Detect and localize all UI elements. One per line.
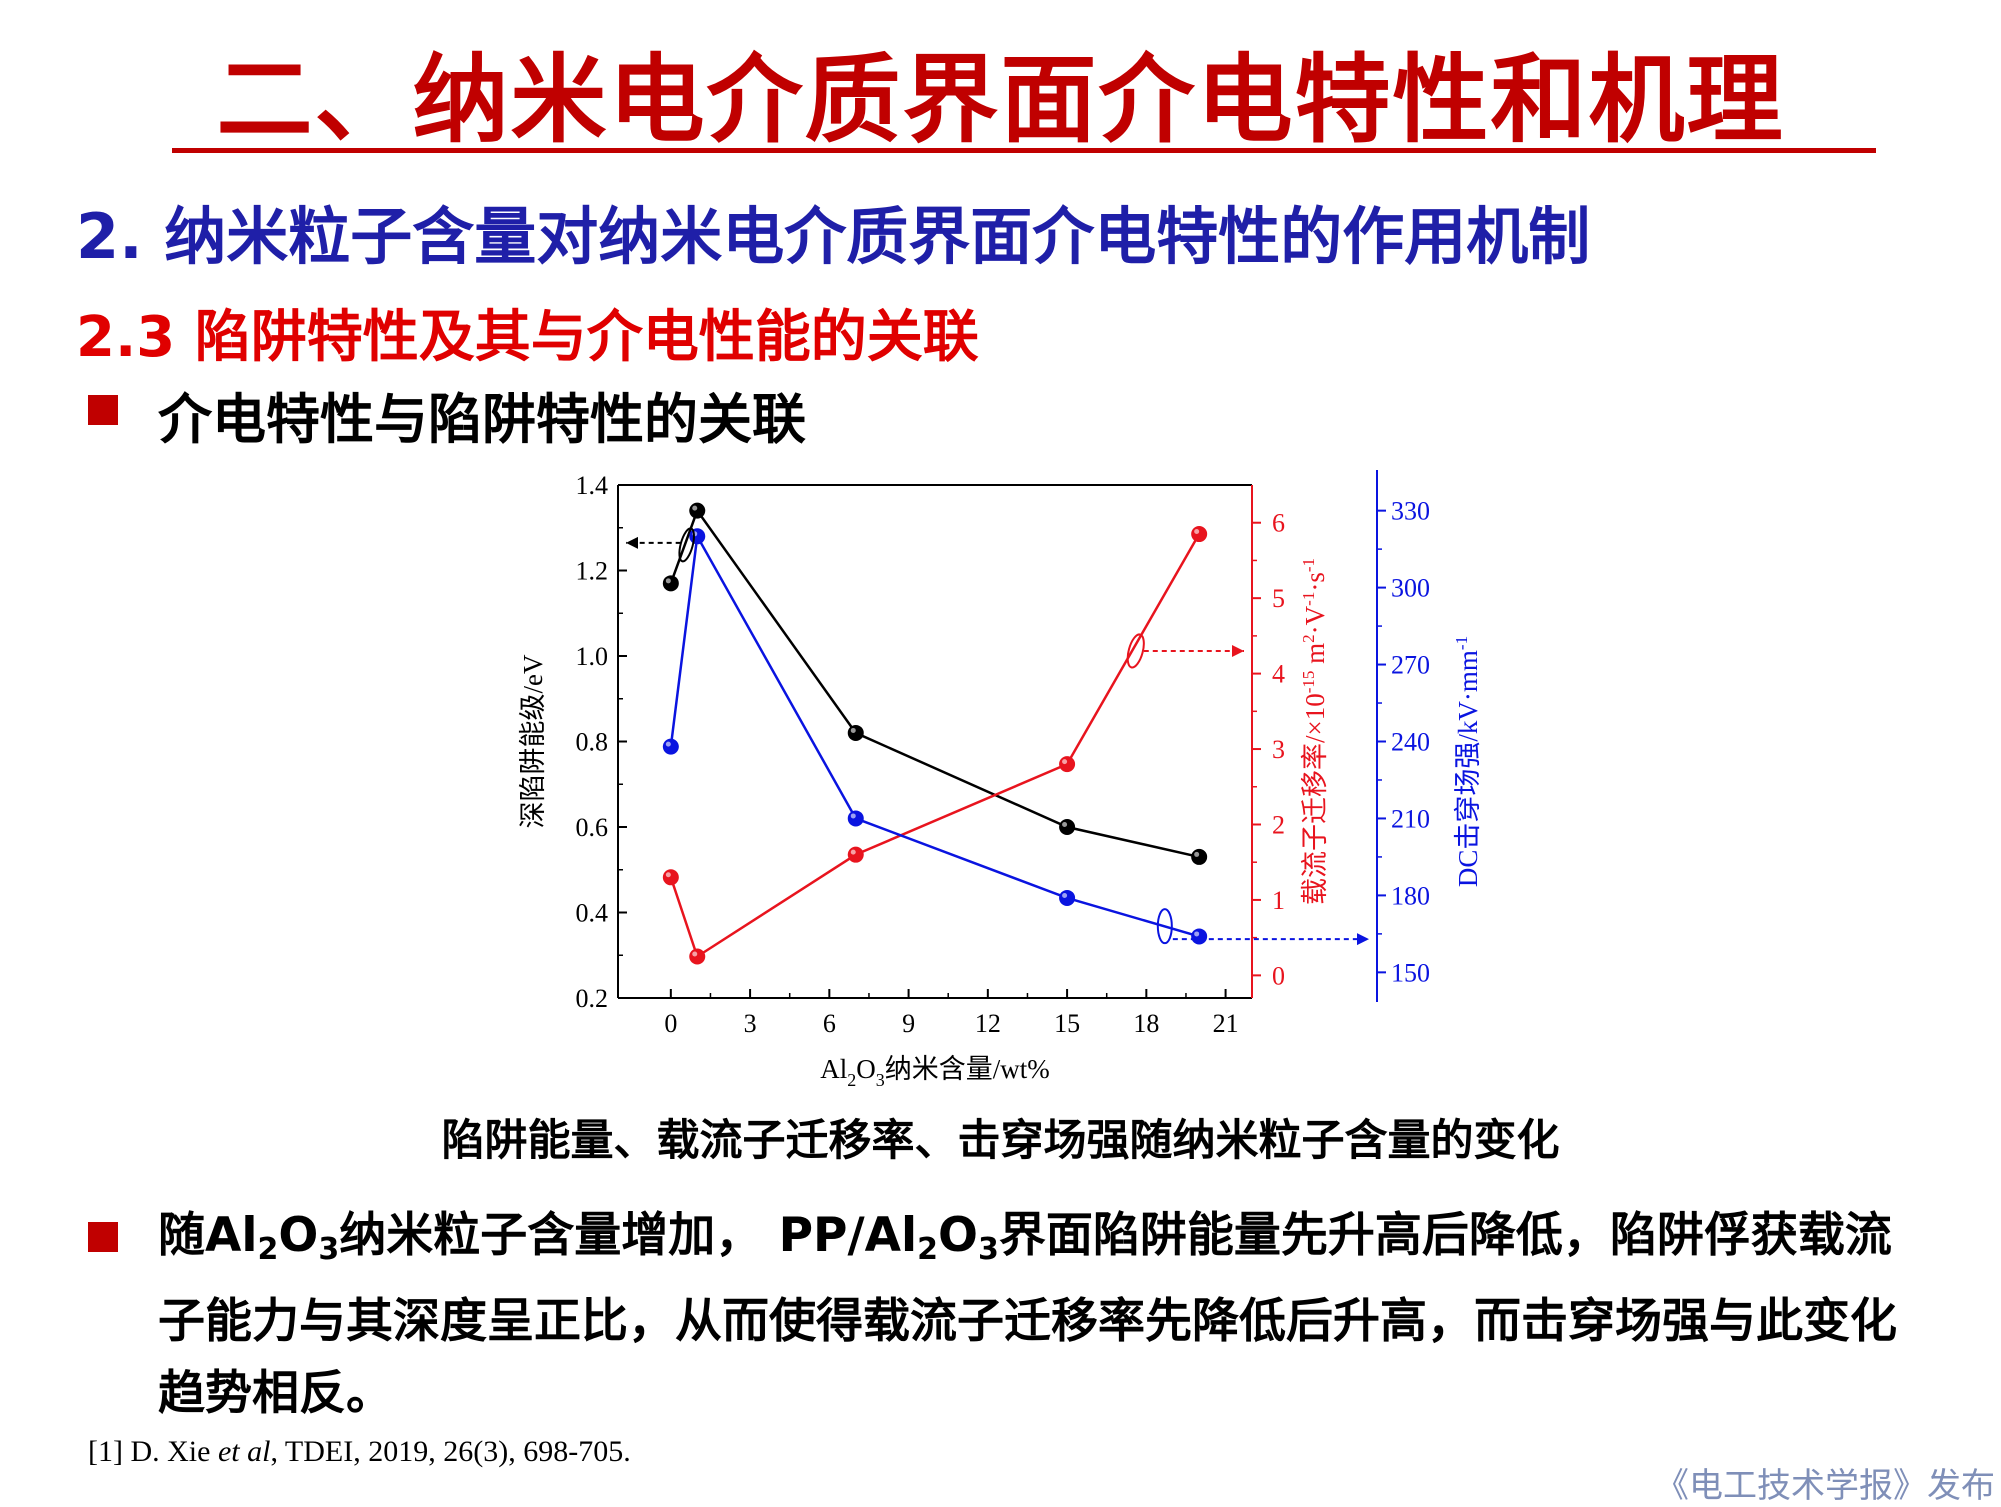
series-point-highlight	[1194, 851, 1200, 857]
breakdown-tick-label: 300	[1391, 574, 1430, 603]
series-point	[689, 502, 706, 519]
conclusion-subscript: 3	[318, 1232, 340, 1267]
subtitle: 2. 纳米粒子含量对纳米电介质界面介电特性的作用机制	[76, 200, 1591, 273]
left-tick-label: 0.6	[576, 813, 609, 842]
series-point	[689, 948, 706, 965]
x-tick-label: 3	[744, 1009, 757, 1038]
x-tick-label: 12	[975, 1009, 1001, 1038]
section-heading: 2.3 陷阱特性及其与介电性能的关联	[76, 305, 979, 370]
breakdown-tick-label: 330	[1391, 497, 1430, 526]
x-axis-label: Al2O3纳米含量/wt%	[820, 1054, 1050, 1090]
breakdown-tick-label: 210	[1391, 804, 1430, 833]
bullet-square-icon	[88, 1222, 118, 1252]
series-point-highlight	[850, 813, 856, 819]
series-point-highlight	[850, 727, 856, 733]
breakdown-tick-label: 270	[1391, 651, 1430, 680]
mobility-tick-label: 3	[1272, 735, 1285, 764]
series-point-highlight	[692, 505, 698, 511]
x-tick-label: 0	[664, 1009, 677, 1038]
mobility-tick-label: 2	[1272, 810, 1285, 839]
x-tick-label: 9	[902, 1009, 915, 1038]
mobility-tick-label: 0	[1272, 961, 1285, 990]
series-point	[847, 724, 864, 741]
x-tick-label: 21	[1213, 1009, 1239, 1038]
conclusion-text: O	[278, 1208, 319, 1263]
publisher-watermark: 《电工技术学报》发布	[1655, 1466, 1995, 1506]
conclusion-subscript: 2	[917, 1232, 939, 1267]
title-underline	[172, 148, 1876, 153]
x-tick-label: 6	[823, 1009, 836, 1038]
series-point	[662, 869, 679, 886]
series-point-highlight	[1062, 892, 1068, 898]
red-series-marker-ellipse	[1126, 633, 1145, 669]
left-axis-label: 深陷阱能级/eV	[518, 654, 548, 828]
conclusion-subscript: 2	[257, 1232, 279, 1267]
left-tick-label: 0.4	[576, 899, 609, 928]
arrowhead-icon	[1232, 644, 1244, 657]
series-line	[669, 532, 1200, 938]
series-point	[662, 738, 679, 755]
conclusion-text: O	[938, 1208, 978, 1263]
blue-series-marker-ellipse	[1156, 908, 1173, 945]
series-point	[1059, 756, 1076, 773]
black-series-marker-ellipse	[678, 527, 695, 563]
conclusion-text: 界面陷阱能量先升高后降低，陷阱俘获载流子能力与其深度呈正比，从而使得载流子迁移率…	[158, 1208, 1897, 1421]
series-point-highlight	[1062, 822, 1068, 827]
reference-source: , TDEI, 2019, 26(3), 698-705.	[270, 1435, 631, 1468]
series-point-highlight	[665, 578, 671, 584]
series-point	[689, 528, 706, 545]
series-point-highlight	[692, 951, 698, 957]
x-tick-label: 15	[1054, 1009, 1080, 1038]
series-point-highlight	[665, 741, 671, 747]
mobility-tick-label: 1	[1272, 886, 1285, 915]
conclusion-paragraph: 随Al2O3纳米粒子含量增加， PP/Al2O3界面陷阱能量先升高后降低，陷阱俘…	[158, 1200, 1938, 1430]
breakdown-tick-label: 240	[1391, 728, 1430, 757]
series-point	[1191, 928, 1208, 945]
left-tick-label: 1.0	[576, 642, 609, 671]
series-line	[669, 533, 1201, 959]
series-point-highlight	[1194, 931, 1200, 937]
series-point	[1191, 526, 1208, 543]
series-point	[847, 846, 864, 863]
series-line	[669, 507, 1200, 859]
conclusion-text: 纳米粒子含量增加， PP/Al	[339, 1208, 918, 1263]
figure-caption: 陷阱能量、载流子迁移率、击穿场强随纳米粒子含量的变化	[441, 1116, 1560, 1166]
series-point	[1191, 848, 1208, 865]
left-tick-label: 1.2	[576, 557, 609, 586]
breakdown-tick-label: 150	[1391, 958, 1430, 987]
slide-title: 二、纳米电介质界面介电特性和机理	[216, 44, 1785, 156]
reference-etal: et al	[217, 1435, 271, 1468]
left-tick-label: 0.8	[576, 728, 609, 757]
mobility-axis-label: 载流子迁移率/×10-15 m2·V-1·s-1	[1299, 558, 1330, 905]
breakdown-axis-label: DC击穿场强/kV·mm-1	[1452, 636, 1483, 887]
x-tick-label: 18	[1133, 1009, 1159, 1038]
series-point	[847, 810, 864, 827]
mobility-tick-label: 4	[1272, 660, 1285, 689]
left-tick-label: 0.2	[576, 984, 609, 1013]
series-point	[1059, 819, 1076, 835]
arrowhead-icon	[626, 536, 638, 549]
series-point-highlight	[850, 849, 856, 855]
mobility-tick-label: 5	[1272, 584, 1285, 613]
reference-authors: [1] D. Xie	[88, 1435, 218, 1468]
series-point-highlight	[1194, 529, 1200, 535]
left-tick-label: 1.4	[576, 471, 609, 500]
conclusion-text: 随Al	[158, 1208, 258, 1263]
reference: [1] D. Xie et al, TDEI, 2019, 26(3), 698…	[88, 1435, 631, 1469]
series-point-highlight	[665, 872, 671, 878]
conclusion-subscript: 3	[977, 1232, 999, 1267]
breakdown-tick-label: 180	[1391, 881, 1430, 910]
series-point	[1059, 889, 1076, 906]
series-point-highlight	[1062, 759, 1068, 765]
bullet-heading: 介电特性与陷阱特性的关联	[158, 388, 806, 451]
mobility-tick-label: 6	[1272, 509, 1285, 538]
series-point	[662, 575, 679, 592]
bullet-square-icon	[88, 395, 118, 425]
arrowhead-icon	[1357, 933, 1369, 946]
